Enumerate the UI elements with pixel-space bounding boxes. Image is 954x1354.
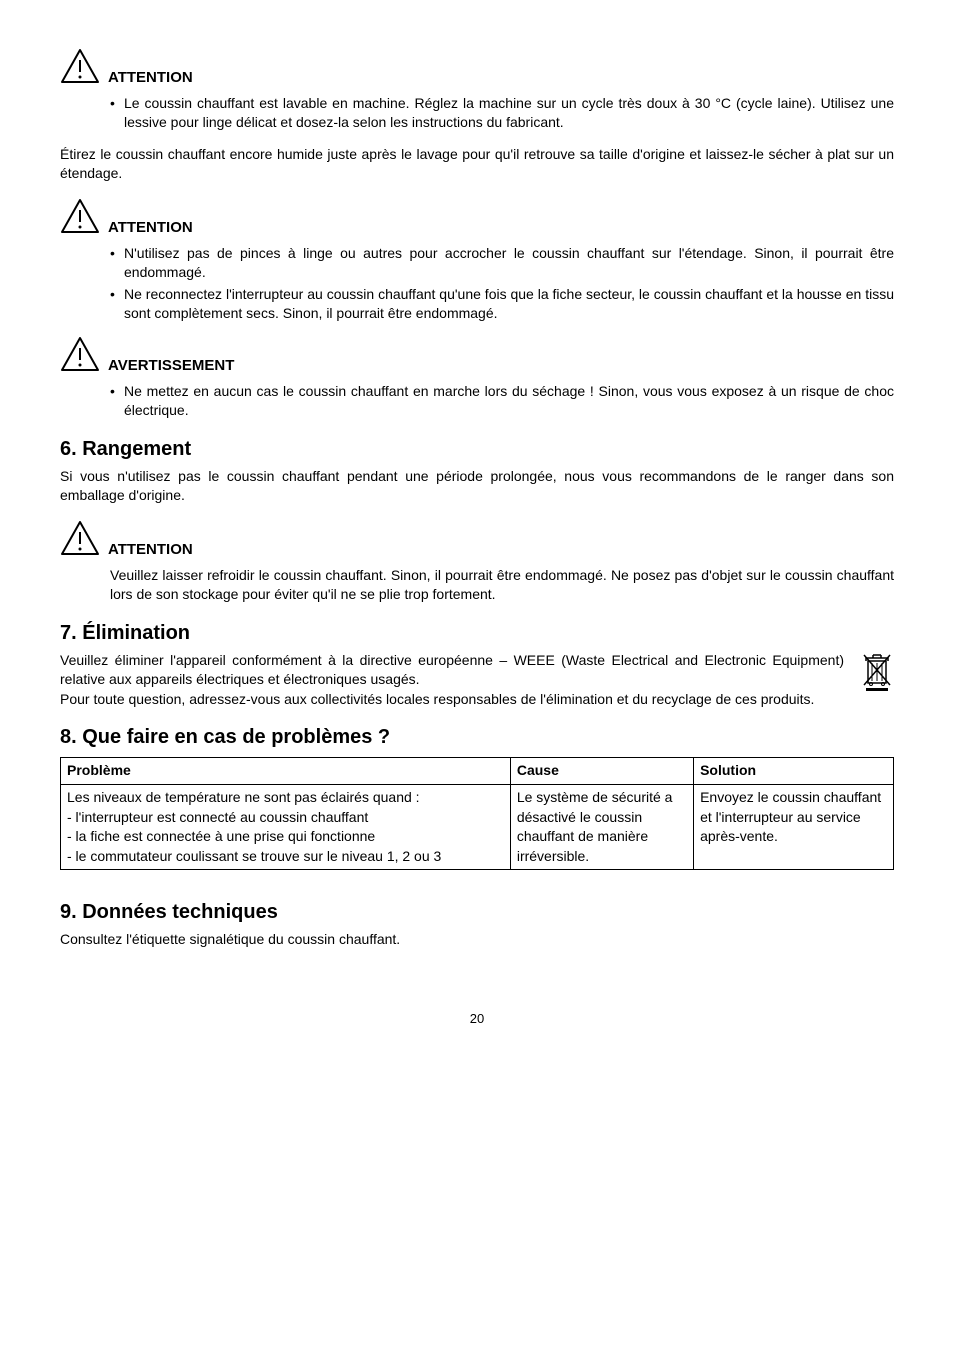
warning-heading-text: AVERTISSEMENT — [108, 355, 234, 378]
warning-triangle-icon — [60, 520, 100, 562]
section-heading-rangement: 6. Rangement — [60, 435, 894, 463]
elimination-text: Veuillez éliminer l'appareil conformémen… — [60, 651, 844, 710]
table-cell: Les niveaux de température ne sont pas é… — [61, 785, 511, 870]
list-item: N'utilisez pas de pinces à linge ou autr… — [110, 244, 894, 283]
section-heading-donnees: 9. Données techniques — [60, 898, 894, 926]
warning-heading-text: ATTENTION — [108, 539, 193, 562]
section-heading-problemes: 8. Que faire en cas de problèmes ? — [60, 723, 894, 751]
weee-bin-icon — [860, 651, 894, 697]
table-cell: Le système de sécurité a désactivé le co… — [510, 785, 693, 870]
avertissement-block: AVERTISSEMENT Ne mettez en aucun cas le … — [60, 336, 894, 421]
warning-header: ATTENTION — [60, 198, 894, 240]
warning-triangle-icon — [60, 48, 100, 90]
warning-triangle-icon — [60, 336, 100, 378]
table-header: Solution — [694, 758, 894, 785]
body-paragraph: Pour toute question, adressez-vous aux c… — [60, 690, 844, 710]
warning-header: ATTENTION — [60, 520, 894, 562]
bullet-list: Le coussin chauffant est lavable en mach… — [110, 94, 894, 133]
elimination-wrap: Veuillez éliminer l'appareil conformémen… — [60, 651, 894, 710]
attention-block-2: ATTENTION N'utilisez pas de pinces à lin… — [60, 198, 894, 324]
body-paragraph: Consultez l'étiquette signalétique du co… — [60, 930, 894, 950]
bullet-list: Ne mettez en aucun cas le coussin chauff… — [110, 382, 894, 421]
bullet-list: N'utilisez pas de pinces à linge ou autr… — [110, 244, 894, 324]
warning-triangle-icon — [60, 198, 100, 240]
warning-header: AVERTISSEMENT — [60, 336, 894, 378]
page-number: 20 — [60, 1010, 894, 1028]
body-paragraph: Si vous n'utilisez pas le coussin chauff… — [60, 467, 894, 506]
attention-block-1: ATTENTION Le coussin chauffant est lavab… — [60, 48, 894, 133]
warning-heading-text: ATTENTION — [108, 217, 193, 240]
problems-table: Problème Cause Solution Les niveaux de t… — [60, 757, 894, 870]
attention-block-3: ATTENTION Veuillez laisser refroidir le … — [60, 520, 894, 605]
list-item: Le coussin chauffant est lavable en mach… — [110, 94, 894, 133]
table-header-row: Problème Cause Solution — [61, 758, 894, 785]
warning-header: ATTENTION — [60, 48, 894, 90]
section-heading-elimination: 7. Élimination — [60, 619, 894, 647]
table-row: Les niveaux de température ne sont pas é… — [61, 785, 894, 870]
table-header: Cause — [510, 758, 693, 785]
list-item: Ne reconnectez l'interrupteur au coussin… — [110, 285, 894, 324]
table-header: Problème — [61, 758, 511, 785]
warning-heading-text: ATTENTION — [108, 67, 193, 90]
list-item: Ne mettez en aucun cas le coussin chauff… — [110, 382, 894, 421]
body-paragraph: Veuillez éliminer l'appareil conformémen… — [60, 651, 844, 690]
body-paragraph: Étirez le coussin chauffant encore humid… — [60, 145, 894, 184]
table-cell: Envoyez le coussin chauffant et l'interr… — [694, 785, 894, 870]
warning-body: Veuillez laisser refroidir le coussin ch… — [110, 566, 894, 605]
